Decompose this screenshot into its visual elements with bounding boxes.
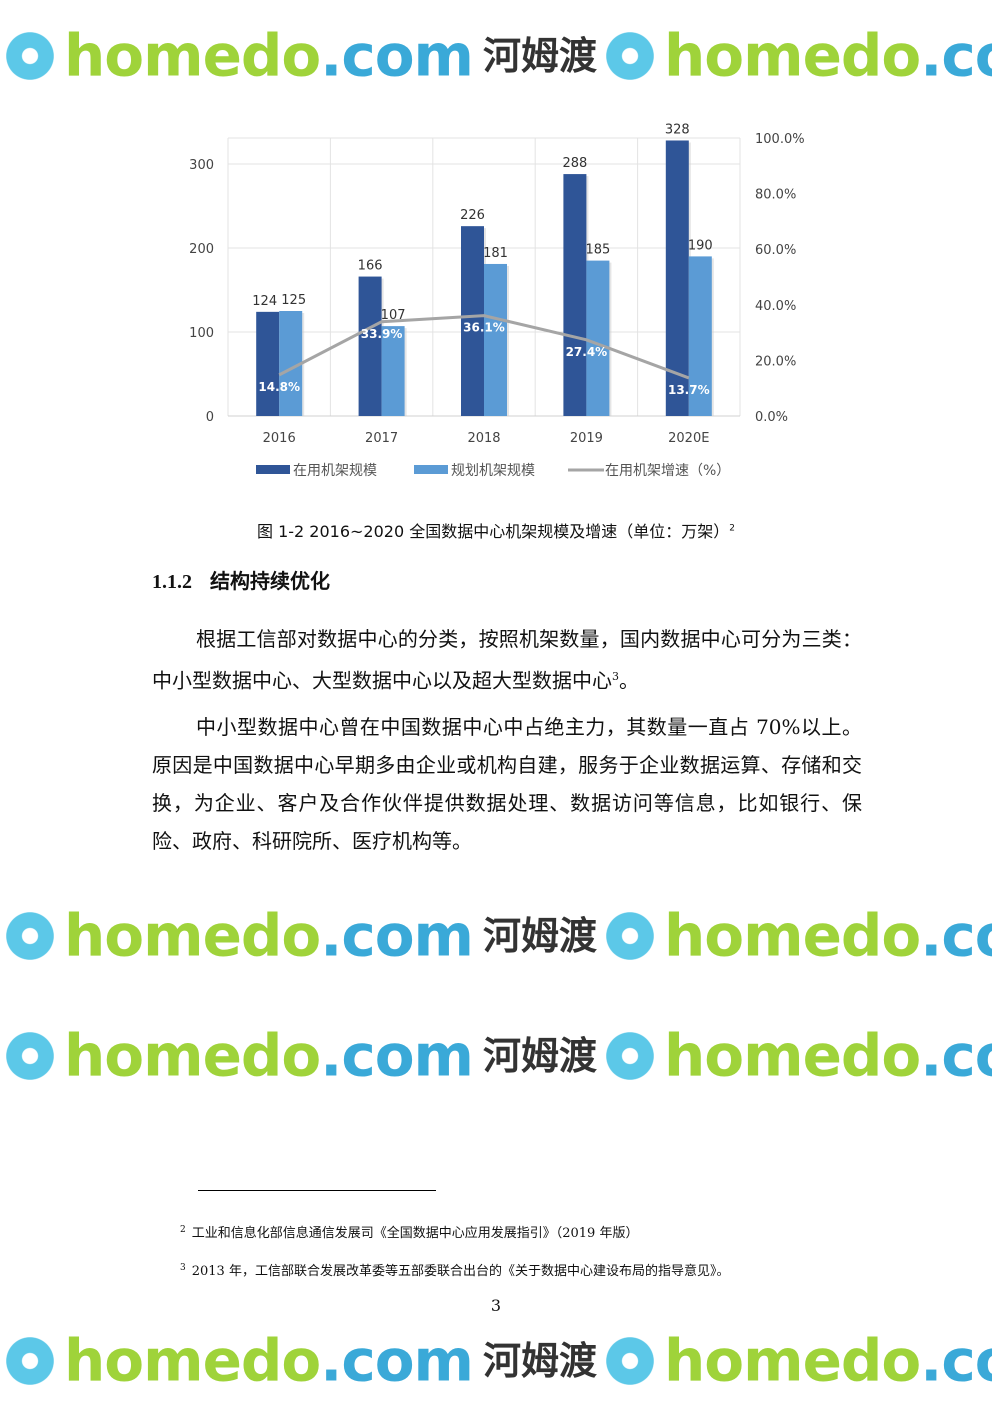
section-number: 1.1.2 bbox=[152, 571, 192, 593]
paragraph-text: 中小型数据中心曾在中国数据中心中占绝主力，其数量一直占 70%以上。原因是中国数… bbox=[152, 715, 862, 853]
watermark: homedo.com 河姆渡 bbox=[0, 900, 597, 970]
legend-label: 在用机架规模 bbox=[293, 463, 377, 479]
bar-planned bbox=[279, 311, 303, 416]
bar-data-label: 288 bbox=[562, 156, 587, 171]
growth-data-label: 33.9% bbox=[361, 327, 403, 341]
bar-data-label: 226 bbox=[460, 208, 485, 223]
flower-logo-icon bbox=[600, 905, 660, 966]
bar-in-use bbox=[358, 276, 382, 416]
bar-data-label: 125 bbox=[281, 293, 306, 308]
legend-swatch bbox=[256, 465, 290, 474]
watermark: homedo.com bbox=[600, 1020, 992, 1090]
bar-data-label: 185 bbox=[585, 243, 610, 258]
bar-planned bbox=[484, 263, 507, 416]
bar-in-use bbox=[461, 226, 484, 416]
right-tick-label: 20.0% bbox=[755, 354, 796, 369]
watermark-brand: homedo.com bbox=[664, 1326, 992, 1395]
bar-data-label: 190 bbox=[688, 238, 713, 253]
left-tick-label: 200 bbox=[189, 242, 214, 257]
watermark-cn: 河姆渡 bbox=[482, 1033, 597, 1078]
section-title: 结构持续优化 bbox=[210, 571, 330, 593]
growth-data-label: 13.7% bbox=[668, 383, 710, 397]
paragraph-end: 。 bbox=[619, 668, 639, 693]
bar-data-label: 166 bbox=[358, 259, 383, 274]
legend-label: 规划机架规模 bbox=[451, 463, 535, 479]
right-tick-label: 100.0% bbox=[755, 132, 805, 147]
legend-label: 在用机架增速（%） bbox=[605, 463, 730, 479]
x-tick-label: 2019 bbox=[570, 431, 603, 446]
footnote-ref: 3 bbox=[612, 670, 619, 683]
watermark-brand: homedo.com bbox=[64, 1021, 474, 1090]
flower-logo-icon bbox=[0, 1330, 60, 1391]
x-tick-label: 2017 bbox=[365, 431, 398, 446]
footnote-text: 工业和信息化部信息通信发展司《全国数据中心应用发展指引》（2019 年版） bbox=[191, 1226, 639, 1241]
watermark-brand: homedo.com bbox=[64, 1326, 474, 1395]
watermark-brand: homedo.com bbox=[664, 1021, 992, 1090]
bar-planned bbox=[688, 256, 712, 416]
footnote-mark: 3 bbox=[180, 1262, 186, 1273]
caption-text: 图 1-2 2016~2020 全国数据中心机架规模及增速（单位：万架） bbox=[257, 522, 730, 541]
caption-footnote-ref: 2 bbox=[729, 523, 735, 534]
right-tick-label: 0.0% bbox=[755, 410, 788, 425]
watermark-brand: homedo.com bbox=[664, 901, 992, 970]
paragraph-text: 根据工信部对数据中心的分类，按照机架数量，国内数据中心可分为三类：中小型数据中心… bbox=[152, 627, 862, 693]
bar-data-label: 328 bbox=[665, 122, 690, 137]
growth-data-label: 27.4% bbox=[566, 345, 608, 359]
paragraph-1: 根据工信部对数据中心的分类，按照机架数量，国内数据中心可分为三类：中小型数据中心… bbox=[152, 620, 862, 700]
bar-planned bbox=[381, 326, 405, 416]
legend-swatch bbox=[414, 465, 448, 474]
flower-logo-icon bbox=[600, 1025, 660, 1086]
flower-logo-icon bbox=[0, 1025, 60, 1086]
bar-data-label: 124 bbox=[252, 294, 277, 309]
watermark: homedo.com 河姆渡 bbox=[0, 1020, 597, 1090]
footnote-mark: 2 bbox=[180, 1224, 186, 1235]
bar-planned bbox=[586, 260, 610, 416]
left-tick-label: 100 bbox=[189, 326, 214, 341]
flower-logo-icon bbox=[0, 905, 60, 966]
flower-logo-icon bbox=[600, 1330, 660, 1391]
footnote-divider bbox=[198, 1190, 436, 1191]
footnote-3: 3 2013 年，工信部联合发展改革委等五部委联合出台的《关于数据中心建设布局的指… bbox=[180, 1260, 729, 1279]
x-tick-label: 2018 bbox=[467, 431, 500, 446]
growth-data-label: 36.1% bbox=[463, 321, 505, 335]
watermark-brand: homedo.com bbox=[64, 901, 474, 970]
right-tick-label: 40.0% bbox=[755, 299, 796, 314]
figure-caption: 图 1-2 2016~2020 全国数据中心机架规模及增速（单位：万架）2 bbox=[0, 518, 992, 542]
paragraph-2: 中小型数据中心曾在中国数据中心中占绝主力，其数量一直占 70%以上。原因是中国数… bbox=[152, 708, 862, 860]
right-tick-label: 60.0% bbox=[755, 243, 796, 258]
growth-data-label: 14.8% bbox=[258, 380, 300, 394]
left-tick-label: 0 bbox=[206, 410, 214, 425]
watermark-cn: 河姆渡 bbox=[482, 1338, 597, 1383]
rack-scale-chart: 0 100 200 300 0.0% 20.0% 40.0% 60.0% 80.0% 100.0%… bbox=[189, 122, 805, 479]
bar-in-use bbox=[256, 311, 280, 416]
section-heading: 1.1.2 结构持续优化 bbox=[152, 565, 330, 594]
bar-in-use bbox=[563, 174, 587, 416]
page-number: 3 bbox=[490, 1296, 502, 1315]
bar-data-label: 181 bbox=[483, 246, 508, 261]
watermark: homedo.com bbox=[600, 1325, 992, 1395]
watermark: homedo.com 河姆渡 bbox=[0, 1325, 597, 1395]
x-tick-label: 2016 bbox=[263, 431, 296, 446]
watermark-cn: 河姆渡 bbox=[482, 913, 597, 958]
watermark: homedo.com bbox=[600, 900, 992, 970]
right-tick-label: 80.0% bbox=[755, 188, 796, 203]
footnote-2: 2 工业和信息化部信息通信发展司《全国数据中心应用发展指引》（2019 年版） bbox=[180, 1222, 638, 1241]
footnote-text: 2013 年，工信部联合发展改革委等五部委联合出台的《关于数据中心建设布局的指导… bbox=[191, 1264, 730, 1279]
x-tick-label: 2020E bbox=[668, 431, 709, 446]
left-tick-label: 300 bbox=[189, 158, 214, 173]
bar-in-use bbox=[665, 140, 689, 417]
growth-line bbox=[278, 314, 690, 380]
